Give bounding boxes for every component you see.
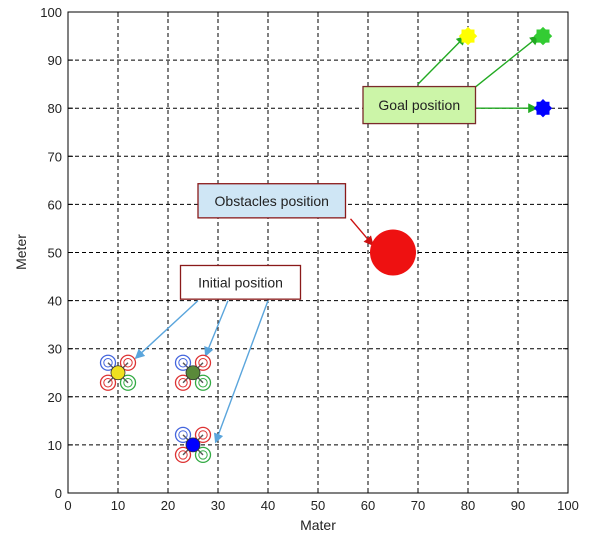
y-tick-label: 0 xyxy=(55,486,62,501)
annotation-box xyxy=(197,183,347,219)
annotation-box xyxy=(179,264,302,300)
y-tick-label: 40 xyxy=(48,294,62,309)
y-tick-label: 60 xyxy=(48,197,62,212)
x-tick-label: 40 xyxy=(261,498,275,513)
y-tick-label: 100 xyxy=(40,5,62,20)
annotation-arrow xyxy=(472,35,540,90)
x-tick-label: 100 xyxy=(557,498,579,513)
annotation-arrow xyxy=(349,218,374,247)
drone-marker xyxy=(99,354,137,391)
annotation-callouts: Goal position Obstacles position Initial p… xyxy=(179,85,477,300)
drone-marker xyxy=(174,354,212,391)
x-tick-label: 60 xyxy=(361,498,375,513)
goal-marker xyxy=(533,26,553,46)
y-tick-label: 10 xyxy=(48,438,62,453)
x-tick-label: 70 xyxy=(411,498,425,513)
x-tick-label: 0 xyxy=(64,498,71,513)
goal-marker xyxy=(458,26,478,46)
data-marks xyxy=(99,26,553,464)
annotation-label: Goal position xyxy=(378,97,460,113)
x-tick-label: 30 xyxy=(211,498,225,513)
x-tick-label: 20 xyxy=(161,498,175,513)
annotation-label: Obstacles position xyxy=(215,193,329,209)
y-tick-label: 80 xyxy=(48,101,62,116)
y-axis-label: Meter xyxy=(13,234,29,270)
y-tick-label: 90 xyxy=(48,53,62,68)
ticks: 0 10 20 30 40 50 60 70 80 90 100 0 10 20 30 40 50 60 70 80 9… xyxy=(40,5,579,513)
plot-frame xyxy=(67,11,569,494)
annotation-arrows xyxy=(134,35,540,444)
goal-marker xyxy=(533,98,553,118)
drone-marker xyxy=(174,426,212,464)
y-tick-label: 30 xyxy=(48,342,62,357)
x-tick-label: 50 xyxy=(311,498,325,513)
annotation-arrow xyxy=(204,300,229,357)
obstacle-marker xyxy=(370,229,416,276)
x-axis-label: Mater xyxy=(300,517,336,533)
annotation-arrow xyxy=(417,35,467,85)
x-tick-label: 80 xyxy=(461,498,475,513)
annotation-box xyxy=(362,85,477,125)
annotation-arrow xyxy=(213,300,269,444)
y-tick-label: 20 xyxy=(48,390,62,405)
y-tick-label: 70 xyxy=(48,149,62,164)
annotation-arrow xyxy=(134,300,199,359)
x-tick-label: 10 xyxy=(111,498,125,513)
y-tick-label: 50 xyxy=(48,246,62,261)
x-tick-label: 90 xyxy=(511,498,525,513)
annotation-label: Initial position xyxy=(198,274,283,290)
